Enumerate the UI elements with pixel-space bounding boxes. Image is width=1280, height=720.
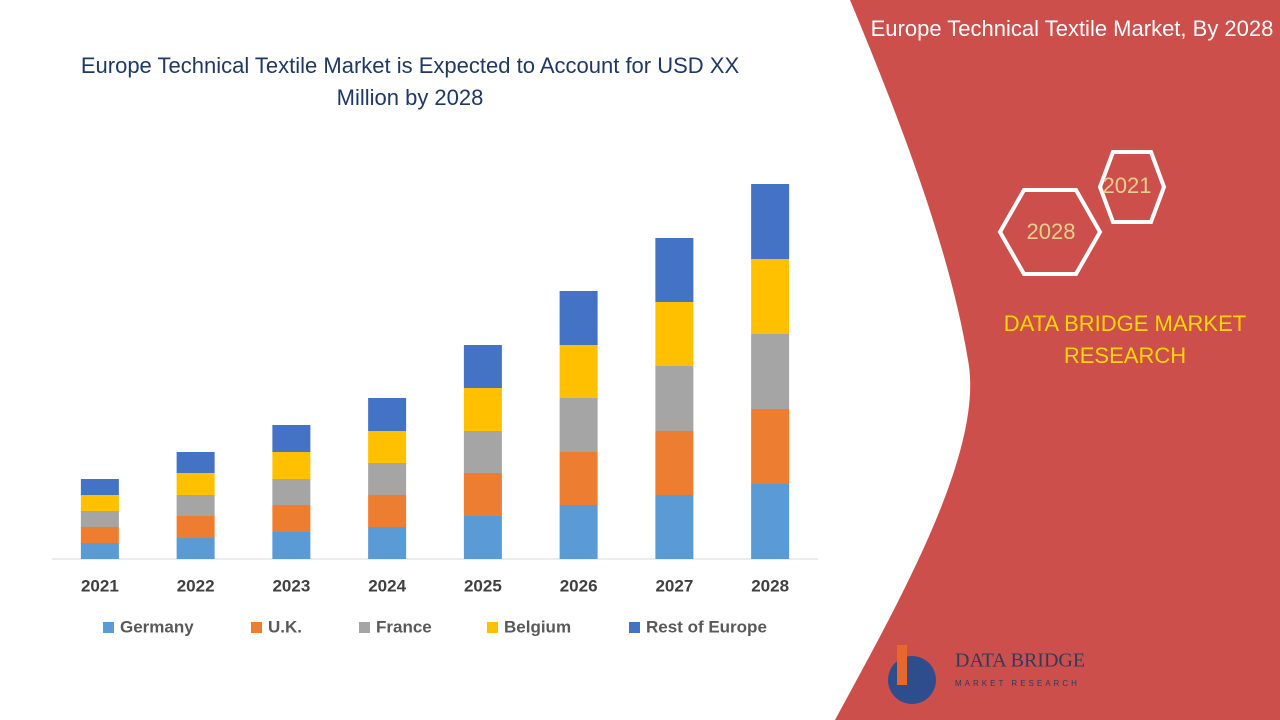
- brand: DATA BRIDGE MARKET RESEARCH: [1003, 311, 1247, 368]
- legend-label: Rest of Europe: [646, 617, 767, 636]
- legend-swatch: [359, 622, 370, 633]
- bar-segment: [80, 495, 119, 511]
- bar-segment: [176, 473, 215, 495]
- x-tick-label: 2028: [751, 576, 789, 595]
- bar-segment: [655, 366, 694, 431]
- bar-segment: [272, 532, 311, 559]
- bar-segment: [272, 452, 311, 479]
- bar-segment: [80, 511, 119, 527]
- bar-segment: [751, 184, 790, 259]
- bar-segment: [559, 398, 598, 452]
- bar-segment: [559, 345, 598, 398]
- x-tick-label: 2026: [560, 576, 598, 595]
- legend-label: Germany: [120, 617, 194, 636]
- plot: 2021 2022 2023 2024 2025 2026 2027 2028 Germany U…: [80, 184, 790, 636]
- legend-swatch: [487, 622, 498, 633]
- bar-segment: [655, 302, 694, 366]
- bar-segment: [368, 431, 407, 463]
- bar-segment: [463, 345, 502, 388]
- bar-segment: [368, 463, 407, 495]
- bar-segment: [463, 388, 502, 431]
- bar-segment: [176, 452, 215, 473]
- bar-segment: [368, 527, 407, 559]
- bar-segment: [176, 538, 215, 559]
- hexagon: [1097, 150, 1167, 224]
- x-tick-label: 2023: [272, 576, 310, 595]
- bar-segment: [272, 505, 311, 532]
- bar-segment: [176, 516, 215, 538]
- legend-swatch: [629, 622, 640, 633]
- logo-mark: [888, 656, 936, 704]
- bar-segment: [751, 409, 790, 484]
- hexagon: [997, 188, 1103, 276]
- bar-segment: [559, 291, 598, 345]
- x-tick-label: 2022: [177, 576, 215, 595]
- bar-segment: [751, 484, 790, 559]
- bar-segment: [368, 495, 407, 527]
- bar-segment: [80, 479, 119, 495]
- hex-year: 2021: [1103, 173, 1152, 198]
- bar-segment: [176, 495, 215, 516]
- logo-tagline: MARKET RESEARCH: [955, 679, 1080, 688]
- x-tick-label: 2027: [655, 576, 693, 595]
- bar-segment: [655, 431, 694, 495]
- bar-segment: [272, 425, 311, 452]
- bar-segment: [368, 398, 407, 431]
- bar-segment: [272, 479, 311, 505]
- bar-segment: [655, 495, 694, 559]
- legend-swatch: [103, 622, 114, 633]
- title-box: Europe Technical Textile Market is Expec…: [80, 53, 740, 110]
- chart-title: Europe Technical Textile Market is Expec…: [80, 53, 740, 110]
- x-tick-label: 2025: [464, 576, 502, 595]
- bar-segment: [80, 543, 119, 559]
- logo-name: DATA BRIDGE: [955, 650, 1085, 672]
- legend-label: U.K.: [268, 617, 302, 636]
- bar-segment: [559, 505, 598, 559]
- bar-segment: [463, 473, 502, 516]
- bar-segment: [463, 516, 502, 559]
- hex-year: 2028: [1027, 219, 1076, 244]
- x-tick-label: 2024: [368, 576, 406, 595]
- bar-segment: [655, 238, 694, 302]
- bar-segment: [559, 452, 598, 505]
- bar-segment: [751, 259, 790, 334]
- brand-box: DATA BRIDGE MARKET RESEARCH: [1003, 311, 1247, 368]
- legend-label: Belgium: [504, 617, 571, 636]
- logo-mark: [897, 645, 907, 685]
- bar-segment: [751, 334, 790, 409]
- legend-swatch: [251, 622, 262, 633]
- bar-segment: [463, 431, 502, 473]
- bar-segment: [80, 527, 119, 543]
- panel-title: Europe Technical Textile Market, By 2028: [871, 16, 1274, 41]
- x-tick-label: 2021: [81, 576, 119, 595]
- legend-label: France: [376, 617, 432, 636]
- side-panel: [835, 0, 1280, 720]
